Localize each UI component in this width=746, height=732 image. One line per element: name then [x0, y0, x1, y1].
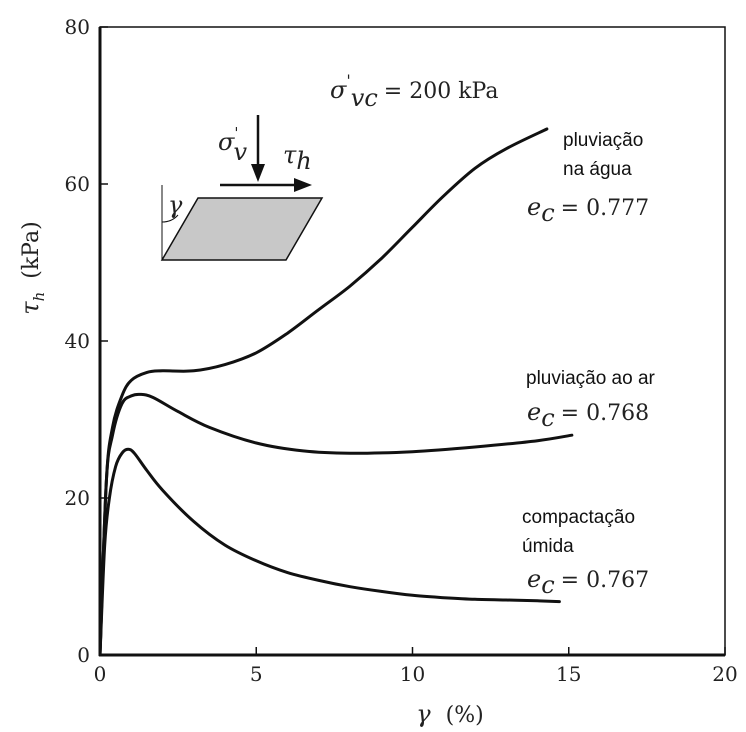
series-line-wet-compaction [98, 447, 561, 657]
series-label-air: pluviação ao ar ec = 0.768 [526, 368, 656, 432]
x-axis-symbol: γ [416, 700, 431, 728]
x-axis-unit: (%) [446, 703, 484, 728]
normal-stress-arrowhead [251, 164, 265, 182]
series-water-label-line-1: pluviação [563, 130, 643, 151]
shear-parallelogram [160, 197, 324, 261]
y-tick-label: 40 [65, 329, 90, 353]
diagram-tau: τh [283, 141, 312, 175]
annotation-value: = 200 kPa [384, 79, 499, 104]
shear-stress-arrowhead [294, 178, 312, 192]
series-compaction-label-line-2: úmida [522, 536, 574, 557]
diagram-gamma: γ [168, 191, 183, 219]
x-axis-title: γ (%) [416, 700, 483, 728]
series-label-water: pluviação na água ec = 0.777 [527, 130, 649, 227]
series-compaction-ec: ec = 0.767 [527, 565, 649, 599]
series-air-label-line-1: pluviação ao ar [526, 368, 656, 389]
series-air-ec: ec = 0.768 [527, 398, 649, 432]
series-line-air-pluviation [98, 392, 574, 657]
annotation-prime: ' [346, 71, 350, 90]
plot-frame [99, 26, 726, 656]
x-tick-label: 10 [400, 662, 425, 686]
series-line-water-pluviation [98, 127, 549, 657]
y-tick-label: 80 [65, 15, 90, 39]
x-tick-label: 0 [94, 662, 107, 686]
y-axis-symbol-sub: h [30, 292, 48, 302]
y-tick-label: 60 [65, 172, 90, 196]
y-axis-unit: (kPa) [19, 221, 44, 278]
stress-annotation: σ'vc = 200 kPa [330, 71, 498, 112]
series-layer [98, 127, 574, 657]
series-compaction-label-line-1: compactação [522, 507, 635, 528]
series-water-ec: ec = 0.777 [527, 193, 649, 227]
x-tick-label: 20 [712, 662, 737, 686]
diagram-sigma: σ' v [218, 124, 248, 166]
annotation-sub: vc [351, 84, 378, 112]
annotation-sigma: σ [330, 76, 347, 104]
series-label-compaction: compactação úmida ec = 0.767 [522, 507, 649, 599]
x-tick-label: 15 [556, 662, 581, 686]
y-axis-title: τh (kPa) [16, 221, 50, 314]
shear-diagram: γ σ' v τh [160, 115, 324, 261]
y-tick-label: 0 [77, 643, 90, 667]
series-water-label-line-2: na água [563, 159, 632, 180]
gamma-angle-arc [161, 214, 179, 223]
y-axis-symbol: τ [16, 301, 44, 315]
y-tick-label: 20 [65, 486, 90, 510]
x-tick-label: 5 [250, 662, 263, 686]
